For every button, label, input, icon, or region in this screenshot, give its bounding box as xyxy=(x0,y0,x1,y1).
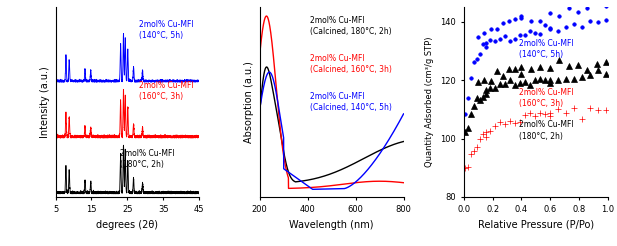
Text: 2mol% Cu-MFI
(160°C, 3h): 2mol% Cu-MFI (160°C, 3h) xyxy=(518,88,573,108)
X-axis label: Relative Pressure (P/Po): Relative Pressure (P/Po) xyxy=(478,220,594,230)
X-axis label: Wavelength (nm): Wavelength (nm) xyxy=(289,220,374,230)
Text: 2mol% Cu-MFI
(180°C, 2h): 2mol% Cu-MFI (180°C, 2h) xyxy=(120,149,175,169)
Text: 2mol% Cu-MFI
(140°C, 5h): 2mol% Cu-MFI (140°C, 5h) xyxy=(518,39,573,59)
Y-axis label: Absorption (a.u.): Absorption (a.u.) xyxy=(244,61,254,143)
Y-axis label: Intensity (a.u.): Intensity (a.u.) xyxy=(40,66,50,138)
Text: 2mol% Cu-MFI
(Calcined, 180°C, 2h): 2mol% Cu-MFI (Calcined, 180°C, 2h) xyxy=(310,16,392,36)
Text: 2mol% Cu-MFI
(140°C, 5h): 2mol% Cu-MFI (140°C, 5h) xyxy=(139,20,194,40)
Text: 2mol% Cu-MFI
(Calcined, 140°C, 5h): 2mol% Cu-MFI (Calcined, 140°C, 5h) xyxy=(310,92,392,112)
Text: 2mol% Cu-MFI
(Calcined, 160°C, 3h): 2mol% Cu-MFI (Calcined, 160°C, 3h) xyxy=(310,54,392,74)
X-axis label: degrees (2θ): degrees (2θ) xyxy=(96,220,159,230)
Y-axis label: Quantity Adsorbed (cm³/g STP): Quantity Adsorbed (cm³/g STP) xyxy=(425,37,434,167)
Text: 2mol% Cu-MFI
(180°C, 2h): 2mol% Cu-MFI (180°C, 2h) xyxy=(518,121,573,140)
Text: 2mol% Cu-MFI
(160°C, 3h): 2mol% Cu-MFI (160°C, 3h) xyxy=(139,81,194,101)
